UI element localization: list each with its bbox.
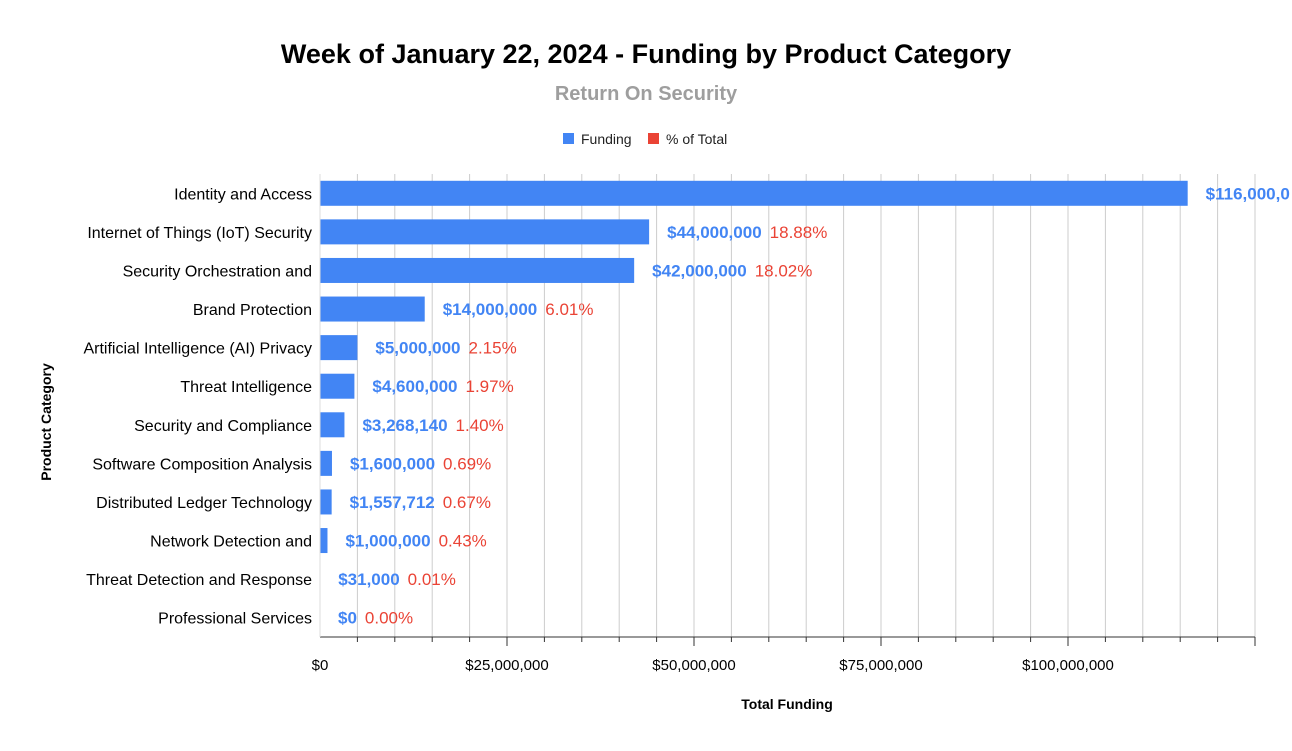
x-tick-label: $75,000,000 [839,657,922,674]
bar [320,528,328,554]
value-label: $44,000,000 [667,223,762,242]
bar [320,257,635,283]
percent-label: 0.43% [439,532,487,551]
category-label: Brand Protection [193,302,312,319]
bar [320,373,355,399]
value-label: $1,000,000 [345,532,430,551]
x-tick-label: $25,000,000 [465,657,548,674]
percent-label: 18.88% [770,223,828,242]
labels: Identity and Access $116,000,0 Internet of… [83,184,1289,627]
category-label: Artificial Intelligence (AI) Privacy [83,341,312,358]
percent-label: 0.69% [443,454,491,473]
category-label: Threat Intelligence [180,379,312,396]
chart-title: Week of January 22, 2024 - Funding by Pr… [281,39,1011,69]
x-tick-label: $0 [312,657,329,674]
bar [320,219,650,245]
chart-subtitle: Return On Security [555,83,738,105]
legend-swatch-funding [563,133,574,144]
value-label: $14,000,000 [443,300,538,319]
category-label: Professional Services [158,611,312,628]
x-axis-title: Total Funding [741,696,833,712]
x-tick-label: $50,000,000 [652,657,735,674]
x-tick-label: $100,000,000 [1022,657,1114,674]
value-label: $1,557,712 [350,493,435,512]
category-label: Internet of Things (IoT) Security [87,225,312,242]
bar [320,489,332,515]
value-label: $5,000,000 [375,339,460,358]
legend-swatch-percent [648,133,659,144]
y-axis-title: Product Category [38,363,54,481]
category-label: Identity and Access [174,186,312,203]
legend: Funding % of Total [563,131,727,147]
value-label: $4,600,000 [372,377,457,396]
category-label: Security and Compliance [134,418,312,435]
bar [320,180,1188,206]
legend-label-percent: % of Total [666,131,727,147]
value-label: $1,600,000 [350,454,435,473]
percent-label: 18.02% [755,261,813,280]
value-label: $3,268,140 [362,416,447,435]
bar [320,296,425,322]
percent-label: 1.97% [466,377,514,396]
gridlines [356,174,1256,637]
category-label: Security Orchestration and [123,263,312,280]
percent-label: 0.01% [408,570,456,589]
bar [320,450,332,476]
percent-label: 6.01% [545,300,593,319]
value-label: $31,000 [338,570,399,589]
category-label: Network Detection and [150,534,312,551]
category-label: Software Composition Analysis [92,456,312,473]
value-label: $116,000,0 [1206,184,1290,203]
percent-label: 2.15% [468,339,516,358]
bar [320,412,345,438]
percent-label: 0.67% [443,493,491,512]
value-label: $42,000,000 [652,261,747,280]
value-label: $0 [338,609,357,628]
bar [320,335,358,361]
legend-label-funding: Funding [581,131,632,147]
percent-label: 1.40% [456,416,504,435]
x-axis: $0 $25,000,000 $50,000,000 $75,000,000 $100,… [312,174,1256,674]
category-label: Threat Detection and Response [86,572,312,589]
category-label: Distributed Ledger Technology [96,495,312,512]
bars [320,180,1188,592]
percent-label: 0.00% [365,609,413,628]
